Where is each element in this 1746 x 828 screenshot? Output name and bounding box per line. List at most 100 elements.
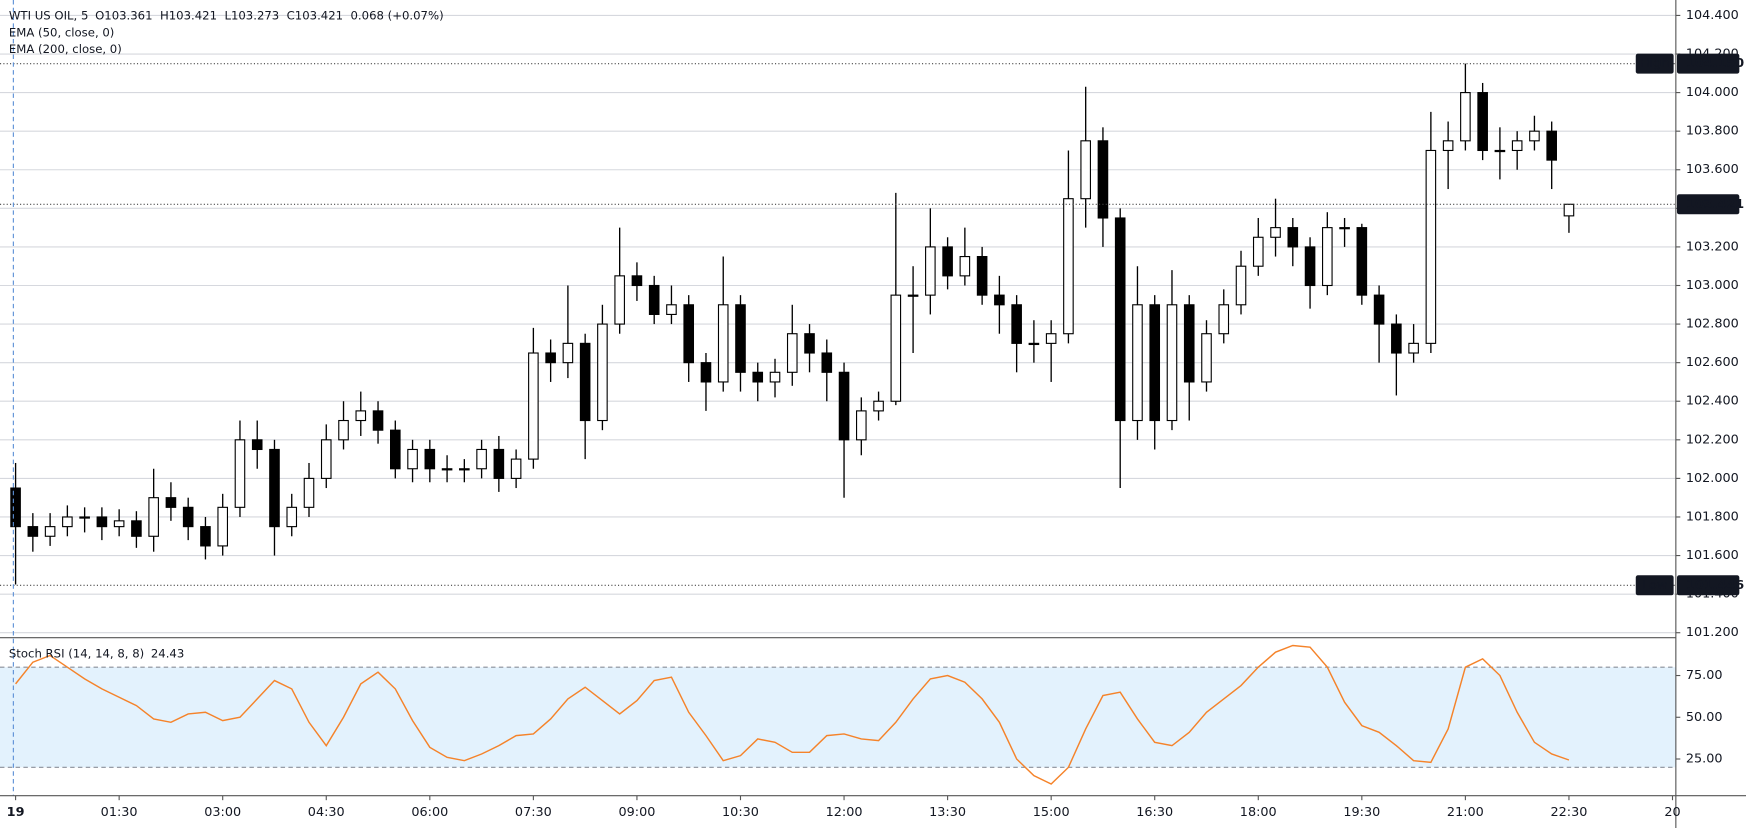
candle-body <box>562 342 574 364</box>
x-tick-label: 22:30 <box>1550 805 1587 820</box>
y-tick-label: 25.00 <box>1686 752 1723 767</box>
indicator-label: EMA (200, close, 0) <box>9 42 122 56</box>
candle-body <box>303 477 315 508</box>
candle-body <box>113 520 125 528</box>
candle-body <box>1011 304 1022 344</box>
candle-body <box>407 448 418 470</box>
candle-body <box>1132 304 1143 422</box>
candle-body <box>1166 304 1178 422</box>
candle-body <box>269 448 280 528</box>
stoch-line <box>15 644 1570 785</box>
candle-body <box>1339 227 1350 230</box>
candle-body <box>1235 265 1247 306</box>
candle-body <box>1201 333 1212 383</box>
candle-body <box>1391 323 1402 354</box>
candle-body <box>821 352 833 373</box>
candle-body <box>994 294 1005 306</box>
candle-body <box>62 516 73 528</box>
candle-body <box>1546 130 1557 161</box>
candle-body <box>1460 92 1471 142</box>
y-tick-label: 102.000 <box>1686 471 1739 486</box>
candle-body <box>579 342 591 422</box>
y-tick-label: 103.000 <box>1686 278 1739 293</box>
candle-body <box>510 458 522 479</box>
candle-body <box>1322 227 1333 287</box>
candle-body <box>631 275 643 287</box>
plot <box>0 63 1676 785</box>
y-tick-label: 102.600 <box>1686 355 1739 370</box>
y-tick-label: 101.800 <box>1686 509 1739 524</box>
candle-body <box>1080 140 1091 200</box>
candle-body <box>389 429 401 470</box>
y-tick-label: 103.600 <box>1686 162 1739 177</box>
marker-tag <box>1635 575 1674 596</box>
y-tick-label: 75.00 <box>1686 668 1723 683</box>
candle-body <box>165 497 177 508</box>
candle-body <box>424 448 436 470</box>
candle-body <box>1511 140 1523 152</box>
candle-body <box>752 371 764 383</box>
y-tick-label: 103.800 <box>1686 124 1739 139</box>
y-tick-label: 104.400 <box>1686 8 1739 23</box>
candle-body <box>614 275 625 325</box>
candle-body <box>717 304 729 383</box>
last-price-box <box>1676 194 1740 215</box>
candle-body <box>1529 130 1540 142</box>
candle-body <box>131 520 142 537</box>
candle-body <box>838 371 850 441</box>
marker-value-box <box>1676 575 1740 596</box>
x-tick-label: 04:30 <box>308 805 345 820</box>
candle-body <box>217 506 229 547</box>
x-tick-label: 10:30 <box>722 805 759 820</box>
candle-body <box>1114 217 1126 422</box>
candle-body <box>1287 227 1299 248</box>
candle-body <box>856 410 867 441</box>
labels: 101.200101.400101.600101.800102.000102.2… <box>7 8 1745 820</box>
candle-body <box>1373 294 1385 325</box>
candle-body <box>251 439 263 451</box>
candle-body <box>1149 304 1161 422</box>
candle-body <box>96 516 108 528</box>
candle-body <box>1183 304 1195 383</box>
candle-body <box>493 448 505 479</box>
candle-body <box>545 352 556 364</box>
y-tick-label: 50.00 <box>1686 710 1723 725</box>
candle-body <box>1356 227 1368 296</box>
x-tick-label: 19:30 <box>1343 805 1380 820</box>
candle-body <box>769 371 781 383</box>
candle-body <box>234 439 246 508</box>
candle-body <box>148 497 159 537</box>
x-tick-label: 12:00 <box>826 805 863 820</box>
candle-body <box>1252 236 1264 267</box>
x-tick-label: 20 <box>1664 805 1680 820</box>
candle-body <box>355 410 367 422</box>
x-tick-label: 13:30 <box>929 805 966 820</box>
symbol-label: WTI US OIL, 5 <box>9 9 88 23</box>
x-tick-label: 19 <box>7 805 25 820</box>
candle-body <box>804 333 815 354</box>
candle-body <box>476 448 487 470</box>
candle-body <box>976 256 988 296</box>
marker-value-label: 101.446 <box>1686 578 1744 593</box>
candle-body <box>1097 140 1109 219</box>
candle-body <box>79 516 90 519</box>
candle-body <box>925 246 936 296</box>
ohlc-label: O103.361 H103.421 L103.273 C103.421 0.06… <box>95 9 444 23</box>
candle-body <box>942 246 953 277</box>
candle-body <box>597 323 608 422</box>
candle-body <box>182 506 194 528</box>
band-fill <box>0 667 1676 768</box>
x-tick-label: 03:00 <box>204 805 241 820</box>
x-tick-label: 09:00 <box>618 805 655 820</box>
x-tick-label: 18:00 <box>1240 805 1277 820</box>
candle-body <box>200 526 211 547</box>
candle-body <box>683 304 695 364</box>
candle-body <box>459 468 470 471</box>
x-tick-label: 07:30 <box>515 805 552 820</box>
x-tick-label: 15:00 <box>1033 805 1070 820</box>
candle-body <box>873 400 884 412</box>
candle-body <box>320 439 332 479</box>
candle-body <box>441 468 453 471</box>
y-tick-label: 102.800 <box>1686 317 1739 332</box>
